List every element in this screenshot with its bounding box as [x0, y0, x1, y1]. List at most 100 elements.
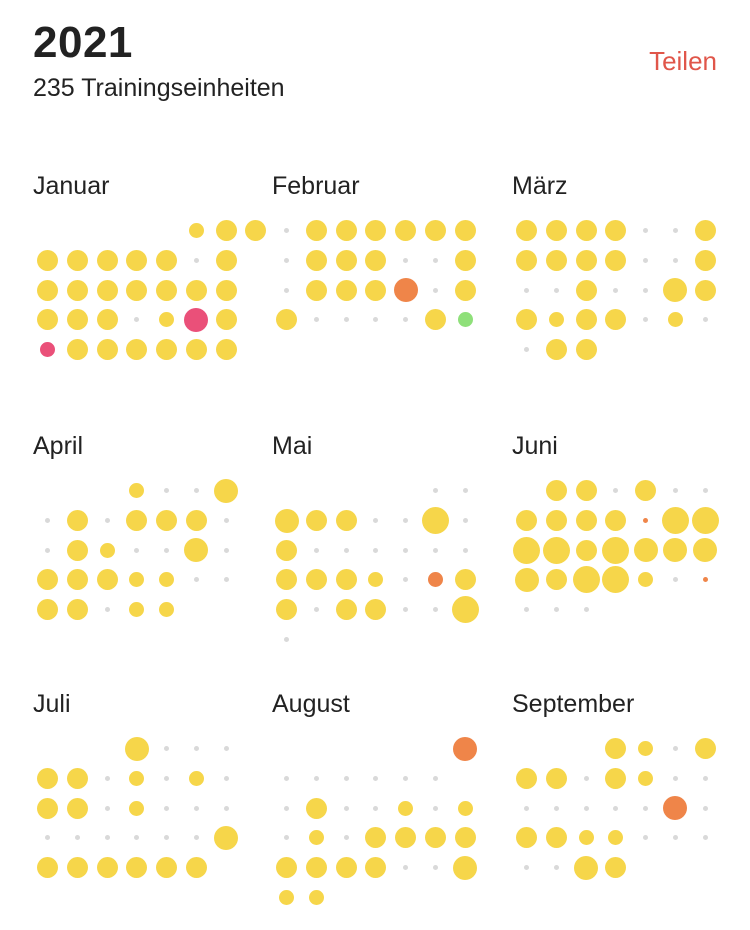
day-cell-empty[interactable] [421, 793, 451, 823]
month-mai[interactable]: Mai [272, 432, 502, 662]
month-märz[interactable]: März [512, 172, 742, 402]
day-cell-workout[interactable] [152, 506, 182, 536]
day-cell-empty[interactable] [92, 793, 122, 823]
day-cell-workout[interactable] [361, 823, 391, 853]
day-cell-workout[interactable] [450, 565, 480, 595]
month-juli[interactable]: Juli [33, 690, 263, 920]
day-cell-workout[interactable] [601, 764, 631, 794]
day-cell-workout[interactable] [631, 565, 661, 595]
day-cell-workout[interactable] [63, 246, 93, 276]
day-cell-workout[interactable] [92, 246, 122, 276]
day-cell-workout[interactable] [450, 853, 480, 883]
day-cell-empty[interactable] [33, 823, 63, 853]
day-cell-empty[interactable] [182, 476, 212, 506]
month-september[interactable]: September [512, 690, 742, 920]
day-cell-empty[interactable] [302, 305, 332, 335]
day-cell-workout[interactable] [542, 764, 572, 794]
day-cell-empty[interactable] [361, 764, 391, 794]
day-cell-workout[interactable] [272, 305, 302, 335]
day-cell-workout[interactable] [241, 216, 271, 246]
day-cell-workout[interactable] [152, 335, 182, 365]
day-cell-workout[interactable] [33, 335, 63, 365]
day-cell-workout[interactable] [690, 565, 720, 595]
day-cell-workout[interactable] [63, 595, 93, 625]
day-cell-workout[interactable] [122, 595, 152, 625]
day-cell-workout[interactable] [33, 565, 63, 595]
day-cell-workout[interactable] [331, 595, 361, 625]
day-cell-workout[interactable] [690, 506, 720, 536]
day-cell-workout[interactable] [631, 506, 661, 536]
day-cell-empty[interactable] [302, 595, 332, 625]
day-cell-workout[interactable] [631, 535, 661, 565]
day-cell-empty[interactable] [421, 476, 451, 506]
day-cell-empty[interactable] [272, 764, 302, 794]
day-cell-empty[interactable] [450, 476, 480, 506]
day-cell-workout[interactable] [512, 764, 542, 794]
day-cell-workout[interactable] [421, 506, 451, 536]
day-cell-workout[interactable] [63, 335, 93, 365]
day-cell-workout[interactable] [302, 246, 332, 276]
day-cell-workout[interactable] [542, 535, 572, 565]
day-cell-workout[interactable] [542, 476, 572, 506]
day-cell-empty[interactable] [33, 535, 63, 565]
day-cell-workout[interactable] [512, 246, 542, 276]
day-cell-workout[interactable] [512, 535, 542, 565]
day-cell-workout[interactable] [601, 853, 631, 883]
day-cell-empty[interactable] [450, 506, 480, 536]
day-cell-empty[interactable] [421, 595, 451, 625]
day-cell-empty[interactable] [542, 853, 572, 883]
day-cell-empty[interactable] [450, 535, 480, 565]
day-cell-workout[interactable] [690, 216, 720, 246]
day-cell-workout[interactable] [331, 565, 361, 595]
month-juni[interactable]: Juni [512, 432, 742, 662]
day-cell-empty[interactable] [361, 793, 391, 823]
day-cell-workout[interactable] [331, 246, 361, 276]
day-cell-empty[interactable] [182, 823, 212, 853]
day-cell-empty[interactable] [211, 764, 241, 794]
day-cell-workout[interactable] [182, 853, 212, 883]
day-cell-workout[interactable] [63, 275, 93, 305]
day-cell-workout[interactable] [152, 246, 182, 276]
day-cell-workout[interactable] [571, 335, 601, 365]
day-cell-empty[interactable] [152, 476, 182, 506]
day-cell-empty[interactable] [331, 823, 361, 853]
day-cell-empty[interactable] [92, 595, 122, 625]
day-cell-empty[interactable] [361, 506, 391, 536]
day-cell-workout[interactable] [601, 823, 631, 853]
day-cell-empty[interactable] [272, 275, 302, 305]
day-cell-workout[interactable] [450, 793, 480, 823]
day-cell-empty[interactable] [542, 793, 572, 823]
day-cell-workout[interactable] [571, 275, 601, 305]
day-cell-workout[interactable] [450, 216, 480, 246]
day-cell-workout[interactable] [63, 565, 93, 595]
day-cell-workout[interactable] [450, 275, 480, 305]
day-cell-workout[interactable] [361, 853, 391, 883]
day-cell-workout[interactable] [122, 275, 152, 305]
month-august[interactable]: August [272, 690, 502, 920]
day-cell-empty[interactable] [512, 853, 542, 883]
day-cell-empty[interactable] [661, 734, 691, 764]
day-cell-workout[interactable] [421, 216, 451, 246]
day-cell-empty[interactable] [421, 246, 451, 276]
day-cell-workout[interactable] [92, 335, 122, 365]
day-cell-workout[interactable] [391, 216, 421, 246]
day-cell-workout[interactable] [122, 506, 152, 536]
day-cell-empty[interactable] [152, 764, 182, 794]
day-cell-workout[interactable] [631, 476, 661, 506]
day-cell-empty[interactable] [152, 793, 182, 823]
day-cell-empty[interactable] [182, 246, 212, 276]
day-cell-empty[interactable] [361, 305, 391, 335]
day-cell-workout[interactable] [182, 305, 212, 335]
day-cell-workout[interactable] [33, 246, 63, 276]
day-cell-workout[interactable] [63, 793, 93, 823]
day-cell-empty[interactable] [601, 275, 631, 305]
day-cell-workout[interactable] [361, 595, 391, 625]
day-cell-empty[interactable] [601, 476, 631, 506]
day-cell-workout[interactable] [690, 734, 720, 764]
day-cell-empty[interactable] [631, 275, 661, 305]
day-cell-workout[interactable] [601, 305, 631, 335]
day-cell-empty[interactable] [601, 793, 631, 823]
day-cell-workout[interactable] [421, 305, 451, 335]
day-cell-empty[interactable] [33, 506, 63, 536]
day-cell-empty[interactable] [152, 535, 182, 565]
